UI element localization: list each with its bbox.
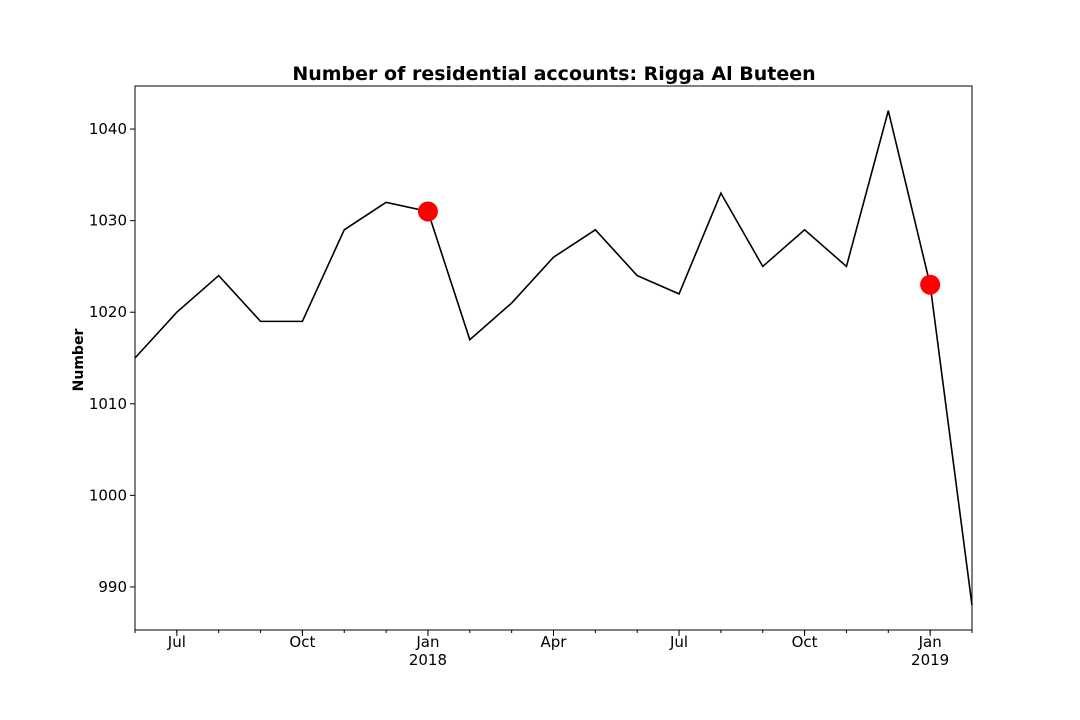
series-line [134,110,973,606]
chart-title: Number of residential accounts: Rigga Al… [292,63,815,85]
plot-frame [134,85,973,631]
y-tick-label: 1020 [89,303,127,321]
x-tick-label: Jan [415,633,439,651]
y-tick-label: 1010 [89,395,127,413]
highlight-point [417,201,438,222]
y-axis-label: Number [71,329,87,392]
x-tick-label: Jul [669,633,688,651]
y-tick-label: 1040 [89,120,127,138]
y-tick-label: 1030 [89,212,127,230]
x-tick-label: Oct [792,633,818,651]
x-tick-label: Jul [167,633,186,651]
x-tick-year-label: 2018 [409,651,447,669]
y-tick-label: 1000 [89,486,127,504]
x-tick-label: Oct [289,633,315,651]
x-tick-year-label: 2019 [911,651,949,669]
x-tick-label: Apr [541,633,568,651]
y-tick-label: 990 [98,578,127,596]
highlight-point [920,274,941,295]
x-tick-label: Jan [918,633,942,651]
